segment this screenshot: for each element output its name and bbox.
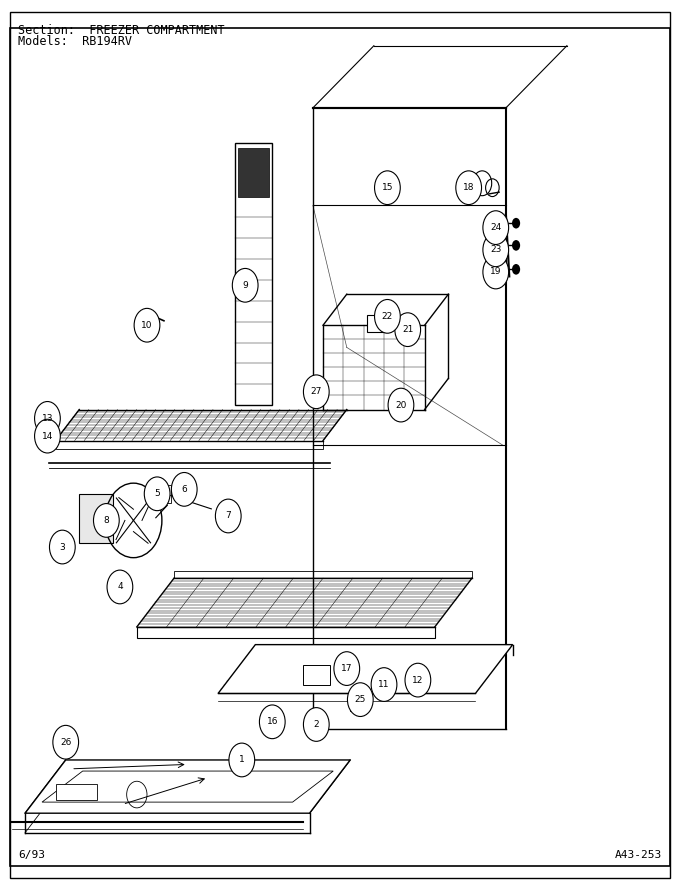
Circle shape (144, 477, 170, 511)
Circle shape (483, 255, 509, 289)
Text: A43-253: A43-253 (615, 850, 662, 861)
Polygon shape (25, 760, 350, 813)
Circle shape (171, 473, 197, 506)
Circle shape (216, 499, 241, 533)
Text: 21: 21 (402, 325, 413, 334)
Text: 27: 27 (311, 387, 322, 396)
Circle shape (395, 312, 421, 346)
Text: 17: 17 (341, 664, 352, 673)
FancyBboxPatch shape (367, 314, 388, 332)
Text: 8: 8 (103, 516, 109, 525)
Circle shape (50, 530, 75, 564)
Circle shape (483, 233, 509, 267)
Text: 6: 6 (182, 485, 187, 494)
Circle shape (512, 218, 520, 229)
Circle shape (512, 264, 520, 275)
Circle shape (303, 375, 329, 409)
Circle shape (456, 171, 481, 205)
Polygon shape (218, 644, 513, 693)
Text: 26: 26 (60, 738, 71, 747)
Text: 15: 15 (381, 183, 393, 192)
Circle shape (375, 171, 401, 205)
Text: 25: 25 (355, 695, 366, 704)
FancyBboxPatch shape (303, 665, 330, 684)
Text: 9: 9 (242, 281, 248, 290)
Circle shape (405, 663, 430, 697)
Text: Section:  FREEZER COMPARTMENT: Section: FREEZER COMPARTMENT (18, 23, 225, 36)
Text: 6/93: 6/93 (18, 850, 46, 861)
Text: 22: 22 (381, 312, 393, 321)
Text: 2: 2 (313, 720, 319, 729)
Circle shape (134, 308, 160, 342)
Text: 1: 1 (239, 756, 245, 765)
FancyBboxPatch shape (350, 695, 367, 711)
Circle shape (375, 300, 401, 333)
Text: 13: 13 (41, 414, 53, 423)
FancyBboxPatch shape (239, 148, 269, 197)
FancyBboxPatch shape (154, 485, 171, 503)
Circle shape (53, 725, 79, 759)
Circle shape (371, 668, 397, 701)
Text: 7: 7 (225, 512, 231, 521)
Circle shape (35, 401, 61, 435)
Circle shape (379, 181, 390, 195)
Circle shape (483, 211, 509, 245)
Text: 20: 20 (395, 400, 407, 409)
Circle shape (233, 269, 258, 303)
Circle shape (347, 683, 373, 716)
Polygon shape (80, 494, 113, 543)
Circle shape (35, 419, 61, 453)
Text: 16: 16 (267, 717, 278, 726)
Circle shape (229, 743, 255, 777)
Text: 14: 14 (41, 432, 53, 441)
FancyBboxPatch shape (235, 143, 272, 405)
FancyBboxPatch shape (56, 784, 97, 800)
Circle shape (334, 651, 360, 685)
Text: 10: 10 (141, 320, 153, 329)
Text: 11: 11 (378, 680, 390, 689)
Circle shape (93, 504, 119, 538)
Text: 12: 12 (412, 676, 424, 684)
Circle shape (512, 240, 520, 251)
Text: 19: 19 (490, 268, 502, 277)
Text: 18: 18 (463, 183, 475, 192)
Text: 3: 3 (59, 543, 65, 552)
Text: 4: 4 (117, 582, 122, 592)
Text: 24: 24 (490, 223, 501, 232)
Text: 5: 5 (154, 490, 160, 498)
Circle shape (259, 705, 285, 739)
Text: Models:  RB194RV: Models: RB194RV (18, 35, 133, 48)
Circle shape (303, 708, 329, 741)
Text: 23: 23 (490, 246, 501, 255)
Circle shape (107, 570, 133, 603)
Circle shape (388, 388, 414, 422)
